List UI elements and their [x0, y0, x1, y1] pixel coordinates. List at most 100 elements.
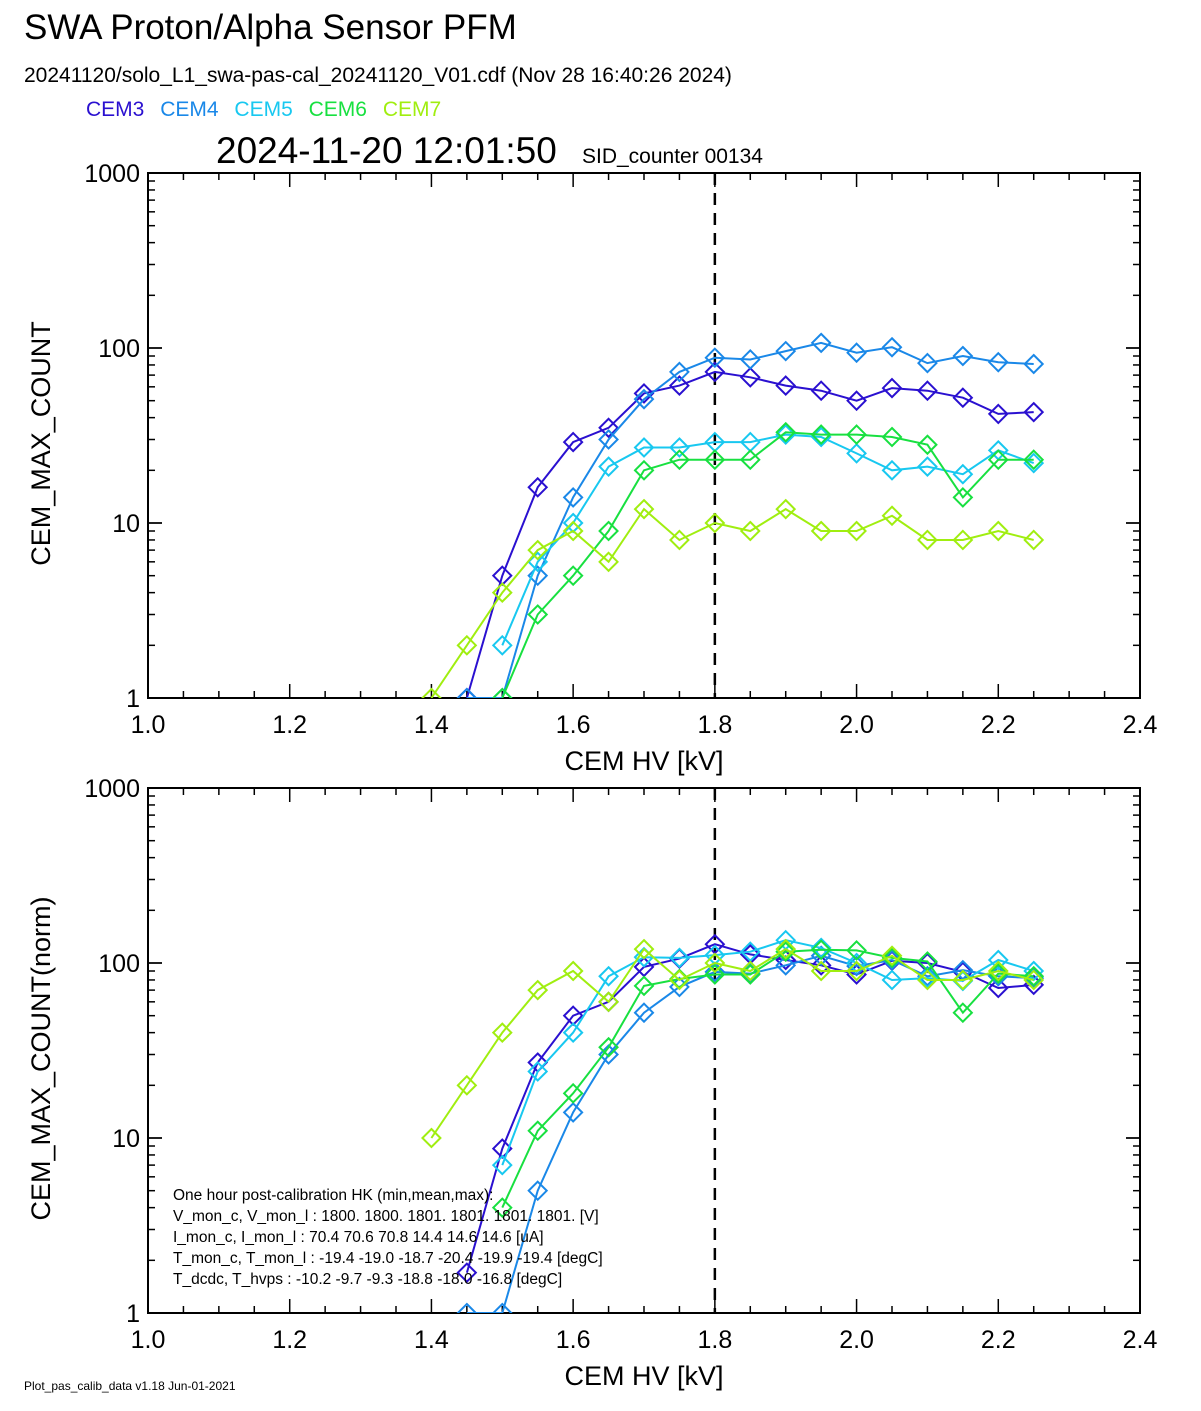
- data-point-cem6: [810, 424, 832, 446]
- series-line-cem4: [466, 341, 1034, 698]
- series-line-cem6: [501, 948, 1034, 1209]
- data-point-cem4: [810, 332, 832, 354]
- data-point-cem6: [846, 424, 867, 446]
- data-point-cem5: [562, 1022, 584, 1044]
- x-tick-label: 1.0: [131, 1326, 166, 1354]
- data-point-cem4: [775, 340, 797, 362]
- y-tick-label: 10: [112, 510, 140, 538]
- data-point-cem4: [598, 429, 619, 450]
- hk-line: T_dcdc, T_hvps : -10.2 -9.7 -9.3 -18.8 -…: [173, 1271, 562, 1288]
- file-subtitle: 20241120/solo_L1_swa-pas-cal_20241120_V0…: [24, 64, 732, 87]
- data-point-cem3: [881, 377, 903, 399]
- data-point-cem5: [952, 463, 974, 485]
- series-line-cem6: [501, 431, 1034, 698]
- data-point-cem4: [917, 352, 938, 374]
- data-point-cem6: [987, 963, 1009, 984]
- plot-frame: [147, 172, 1141, 699]
- data-point-cem4: [739, 349, 761, 370]
- data-point-cem5: [598, 456, 619, 478]
- data-point-cem6: [598, 520, 619, 542]
- y-tick-label: 100: [98, 950, 140, 978]
- x-tick-label: 2.0: [839, 711, 874, 739]
- data-point-cem7: [527, 539, 549, 561]
- x-tick-label: 1.4: [414, 711, 449, 739]
- data-point-cem7: [881, 945, 903, 967]
- data-point-cem6: [952, 1002, 974, 1024]
- data-point-cem3: [598, 417, 619, 439]
- data-point-cem3: [633, 383, 655, 404]
- y-axis-label: CEM_MAX_COUNT(norm): [26, 896, 56, 1220]
- data-point-cem7: [704, 512, 726, 534]
- data-point-cem3: [775, 949, 797, 971]
- legend-entry-cem6: CEM6: [308, 98, 367, 121]
- data-point-cem4: [562, 1102, 584, 1123]
- data-point-cem3: [669, 375, 690, 396]
- data-point-cem5: [669, 947, 690, 969]
- data-point-cem4: [633, 388, 655, 410]
- data-point-cem7: [421, 687, 442, 698]
- data-point-cem3: [1023, 401, 1045, 423]
- data-point-cem6: [1023, 965, 1045, 987]
- data-point-cem4: [987, 351, 1009, 373]
- data-point-cem4: [952, 345, 974, 367]
- y-tick-label: 1: [126, 685, 140, 713]
- y-axis-label: CEM_MAX_COUNT: [26, 321, 56, 566]
- y-tick-label: 1000: [84, 160, 140, 188]
- y-tick-label: 1000: [84, 775, 140, 803]
- data-point-cem5: [527, 1061, 549, 1082]
- data-point-cem7: [846, 960, 867, 982]
- data-layer: [421, 929, 1045, 1313]
- data-point-cem5: [917, 456, 938, 478]
- data-point-cem7: [456, 634, 478, 656]
- data-point-cem7: [598, 551, 619, 573]
- series-line-cem7: [430, 947, 1034, 1139]
- data-point-cem7: [669, 969, 690, 991]
- hk-line: I_mon_c, I_mon_l : 70.4 70.6 70.8 14.4 1…: [173, 1229, 544, 1246]
- data-point-cem7: [846, 520, 867, 542]
- data-point-cem4: [704, 347, 726, 369]
- data-point-cem7: [456, 1074, 478, 1096]
- legend-entry-cem4: CEM4: [160, 98, 219, 121]
- data-point-cem4: [917, 965, 938, 987]
- data-point-cem3: [739, 366, 761, 388]
- x-tick-label: 1.2: [272, 711, 307, 739]
- series-line-cem3: [465, 943, 1034, 1273]
- data-point-cem6: [775, 421, 797, 443]
- data-point-cem6: [775, 941, 797, 963]
- data-point-cem4: [881, 336, 903, 358]
- data-point-cem7: [775, 498, 797, 520]
- data-point-cem5: [881, 459, 903, 481]
- x-tick-label: 2.4: [1123, 711, 1158, 739]
- page-title: SWA Proton/Alpha Sensor PFM: [24, 8, 517, 47]
- data-point-cem6: [704, 964, 726, 985]
- data-point-cem4: [704, 961, 726, 983]
- data-point-cem7: [527, 979, 549, 1001]
- data-point-cem5: [598, 965, 619, 987]
- data-point-cem6: [846, 940, 867, 961]
- legend-entry-cem3: CEM3: [86, 98, 145, 121]
- x-tick-label: 2.4: [1123, 1326, 1158, 1354]
- data-point-cem7: [633, 498, 655, 520]
- data-point-cem7: [952, 529, 974, 551]
- data-point-cem6: [739, 964, 761, 985]
- data-point-cem6: [987, 449, 1009, 471]
- x-tick-label: 2.2: [981, 1326, 1016, 1354]
- data-point-cem6: [669, 449, 690, 471]
- data-point-cem6: [881, 426, 903, 448]
- data-point-cem5: [633, 437, 655, 458]
- data-point-cem7: [598, 991, 619, 1013]
- data-point-cem3: [775, 375, 797, 396]
- timestamp: 2024-11-20 12:01:50: [216, 130, 557, 171]
- hk-info-block: One hour post-calibration HK (min,mean,m…: [173, 1187, 603, 1288]
- data-point-cem5: [810, 937, 832, 959]
- data-point-cem5: [881, 969, 903, 991]
- data-point-cem7: [739, 520, 761, 542]
- data-point-cem7: [1023, 529, 1045, 551]
- data-point-cem6: [562, 565, 584, 587]
- data-point-cem6: [633, 459, 655, 481]
- data-point-cem6: [704, 449, 726, 471]
- data-point-cem4: [846, 955, 867, 977]
- data-point-cem5: [987, 949, 1009, 971]
- data-point-cem4: [456, 1302, 478, 1313]
